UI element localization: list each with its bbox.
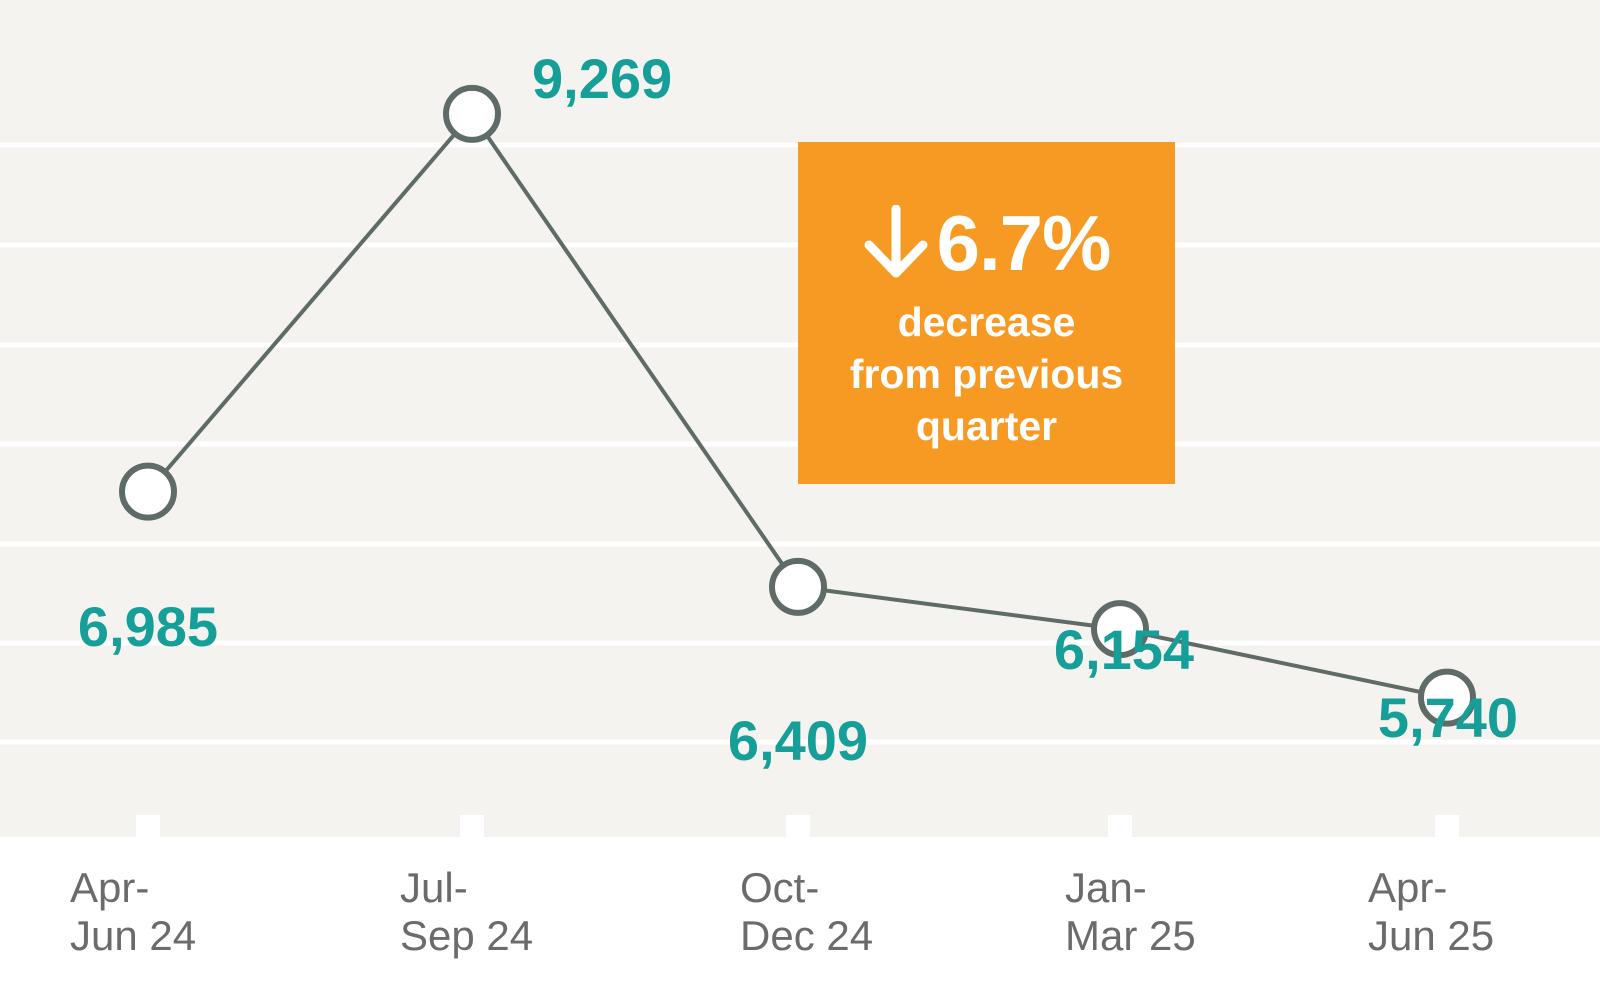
x-tick-mark (136, 815, 160, 837)
data-label: 9,269 (532, 47, 672, 110)
x-tick-label-line: Mar 25 (1065, 912, 1196, 959)
callout-value-row: 6.7% (798, 204, 1175, 282)
x-tick-label: Apr-Jun 25 (1368, 864, 1494, 959)
x-tick-mark (460, 815, 484, 837)
arrow-down-icon (864, 205, 928, 278)
x-tick-label-line: Dec 24 (740, 912, 873, 959)
data-point (769, 557, 827, 616)
callout-text: decrease from previous quarter (798, 296, 1175, 452)
data-labels: 6,985 9,269 6,409 6,154 5,740 (78, 47, 1518, 772)
x-tick-mark (786, 815, 810, 837)
x-tick-label-line: Jun 25 (1368, 912, 1494, 959)
x-tick-label-line: Sep 24 (400, 912, 533, 959)
data-points (119, 84, 1476, 727)
x-tick-label: Apr-Jun 24 (70, 864, 196, 959)
x-tick-label: Jul-Sep 24 (400, 864, 533, 959)
data-point (443, 84, 501, 143)
x-tick-label-line: Oct- (740, 864, 819, 911)
data-point (1091, 600, 1149, 659)
x-tick-label-line: Jan- (1065, 864, 1147, 911)
callout-line-2: from previous (849, 351, 1124, 397)
callout-line-3: quarter (915, 403, 1058, 449)
x-tick-mark (1435, 815, 1459, 837)
x-tick-label-line: Jul- (400, 864, 468, 911)
x-tick-mark (1108, 815, 1132, 837)
callout-value: 6.7% (936, 199, 1112, 287)
data-point (1418, 668, 1476, 727)
x-axis-ticks (136, 815, 1459, 837)
data-point (119, 462, 177, 521)
data-label: 6,409 (728, 709, 868, 772)
x-tick-label-line: Apr- (70, 864, 149, 911)
change-callout: 6.7% decrease from previous quarter (798, 142, 1175, 484)
x-tick-label: Jan-Mar 25 (1065, 864, 1196, 959)
x-tick-label-line: Jun 24 (70, 912, 196, 959)
callout-line-1: decrease (897, 299, 1076, 345)
data-label: 6,985 (78, 595, 218, 658)
data-label: 6,154 (1054, 618, 1194, 681)
x-tick-label: Oct-Dec 24 (740, 864, 873, 959)
x-tick-label-line: Apr- (1368, 864, 1447, 911)
data-label: 5,740 (1378, 686, 1518, 749)
